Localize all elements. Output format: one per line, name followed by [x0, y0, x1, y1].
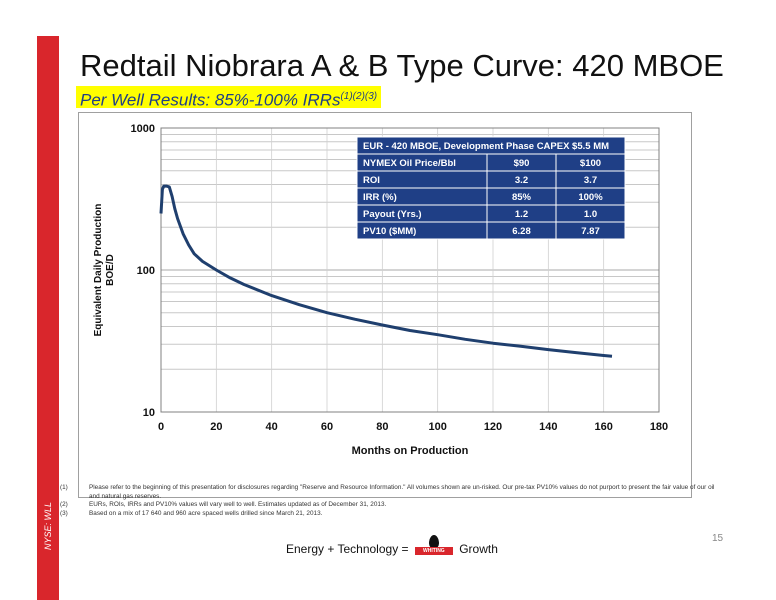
table-cell: PV10 ($MM): [363, 226, 416, 237]
type-curve-chart: 10 100 1000 0 20 40 60 80 100 120 140 160 180 Month…: [93, 123, 668, 457]
logo-wordmark: WHITING: [414, 547, 453, 555]
table-cell: NYMEX Oil Price/Bbl: [363, 158, 456, 169]
table-cell: 7.87: [581, 226, 600, 237]
table-cell: 3.2: [515, 175, 528, 186]
y-tick-label: 1000: [131, 123, 155, 135]
whiting-logo: WHITING: [414, 535, 453, 561]
economics-table: EUR - 420 MBOE, Development Phase CAPEX …: [356, 136, 626, 240]
table-cell: 100%: [578, 192, 603, 203]
footnote-number: (3): [60, 509, 68, 517]
y-tick-label: 100: [137, 265, 155, 277]
x-tick-labels: 0 20 40 60 80 100 120 140 160 180: [158, 421, 668, 433]
slogan: Energy + Technology = WHITING Growth: [286, 535, 498, 561]
table-cell: 1.2: [515, 209, 528, 220]
type-curve-line: [159, 184, 613, 358]
table-cell: $100: [580, 158, 601, 169]
plot-area-border: [160, 127, 660, 413]
table-cell: $90: [514, 158, 530, 169]
footnotes: (1) Please refer to the beginning of this…: [60, 484, 720, 518]
footnote-3: (3) Based on a mix of 17 640 and 960 acre…: [60, 510, 720, 519]
footnote-1: (1) Please refer to the beginning of this…: [60, 484, 720, 501]
footnote-text: Please refer to the beginning of this pr…: [89, 484, 715, 500]
y-axis-label-line1: Equivalent Daily Production: [93, 204, 104, 337]
slide-subtitle: Per Well Results: 85%-100% IRRs(1)(2)(3): [76, 86, 382, 110]
page-number: 15: [712, 533, 724, 544]
x-tick-label: 180: [650, 421, 668, 433]
slogan-left: Energy + Technology =: [286, 542, 412, 556]
table-cell: 6.28: [512, 226, 531, 237]
slogan-right: Growth: [455, 542, 498, 556]
footnote-number: (1): [60, 484, 68, 491]
footnote-number: (2): [60, 501, 68, 509]
y-tick-labels: 10 100 1000: [131, 123, 155, 419]
y-tick-label: 10: [143, 407, 155, 419]
x-axis-label: Months on Production: [352, 445, 469, 457]
footnote-text: EURs, ROIs, IRRs and PV10% values will v…: [89, 501, 387, 509]
x-tick-label: 100: [428, 421, 446, 433]
x-tick-label: 40: [266, 421, 278, 433]
x-tick-label: 20: [210, 421, 222, 433]
y-axis-label: Equivalent Daily Production BOE/D: [93, 204, 116, 337]
chart-frame: 10 100 1000 0 20 40 60 80 100 120 140 160 180 Month…: [78, 112, 692, 498]
x-tick-label: 160: [594, 421, 612, 433]
ticker-label: NYSE: WLL: [28, 502, 68, 550]
x-tick-label: 140: [539, 421, 557, 433]
subtitle-text: Per Well Results: 85%-100% IRRs: [80, 90, 341, 110]
table-cell: Payout (Yrs.): [363, 209, 422, 220]
table-cell: 85%: [512, 192, 532, 203]
table-cell: 1.0: [584, 209, 597, 220]
table-cell: IRR (%): [363, 192, 397, 203]
subtitle-footnote-refs: (1)(2)(3): [340, 91, 378, 102]
x-tick-label: 0: [158, 421, 164, 433]
table-header: EUR - 420 MBOE, Development Phase CAPEX …: [363, 141, 609, 152]
accent-sidebar: [37, 36, 59, 600]
x-tick-label: 120: [484, 421, 502, 433]
x-tick-label: 60: [321, 421, 333, 433]
slide-title: Redtail Niobrara A & B Type Curve: 420 M…: [80, 48, 724, 83]
footnote-2: (2) EURs, ROIs, IRRs and PV10% values wil…: [60, 501, 720, 510]
drop-icon: [428, 535, 439, 549]
table-cell: 3.7: [584, 175, 597, 186]
x-tick-label: 80: [376, 421, 388, 433]
y-axis-label-line2: BOE/D: [105, 254, 116, 286]
table-cell: ROI: [363, 175, 380, 186]
footnote-text: Based on a mix of 17 640 and 960 acre sp…: [89, 509, 323, 517]
